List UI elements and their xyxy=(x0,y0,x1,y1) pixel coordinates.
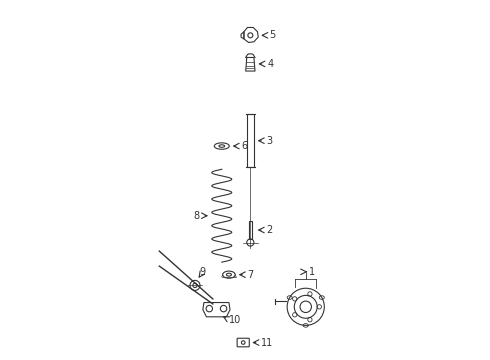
Text: 1: 1 xyxy=(309,267,316,277)
Text: 11: 11 xyxy=(261,338,273,347)
Text: 4: 4 xyxy=(267,59,273,69)
Text: 10: 10 xyxy=(229,315,241,325)
Text: 7: 7 xyxy=(247,270,254,280)
Text: 2: 2 xyxy=(267,225,272,235)
Text: 3: 3 xyxy=(267,136,272,146)
Text: 9: 9 xyxy=(200,267,206,277)
Text: 8: 8 xyxy=(194,211,199,221)
Text: 6: 6 xyxy=(242,141,247,151)
Text: 5: 5 xyxy=(269,30,275,40)
Bar xyxy=(249,221,252,239)
Bar xyxy=(247,114,253,167)
